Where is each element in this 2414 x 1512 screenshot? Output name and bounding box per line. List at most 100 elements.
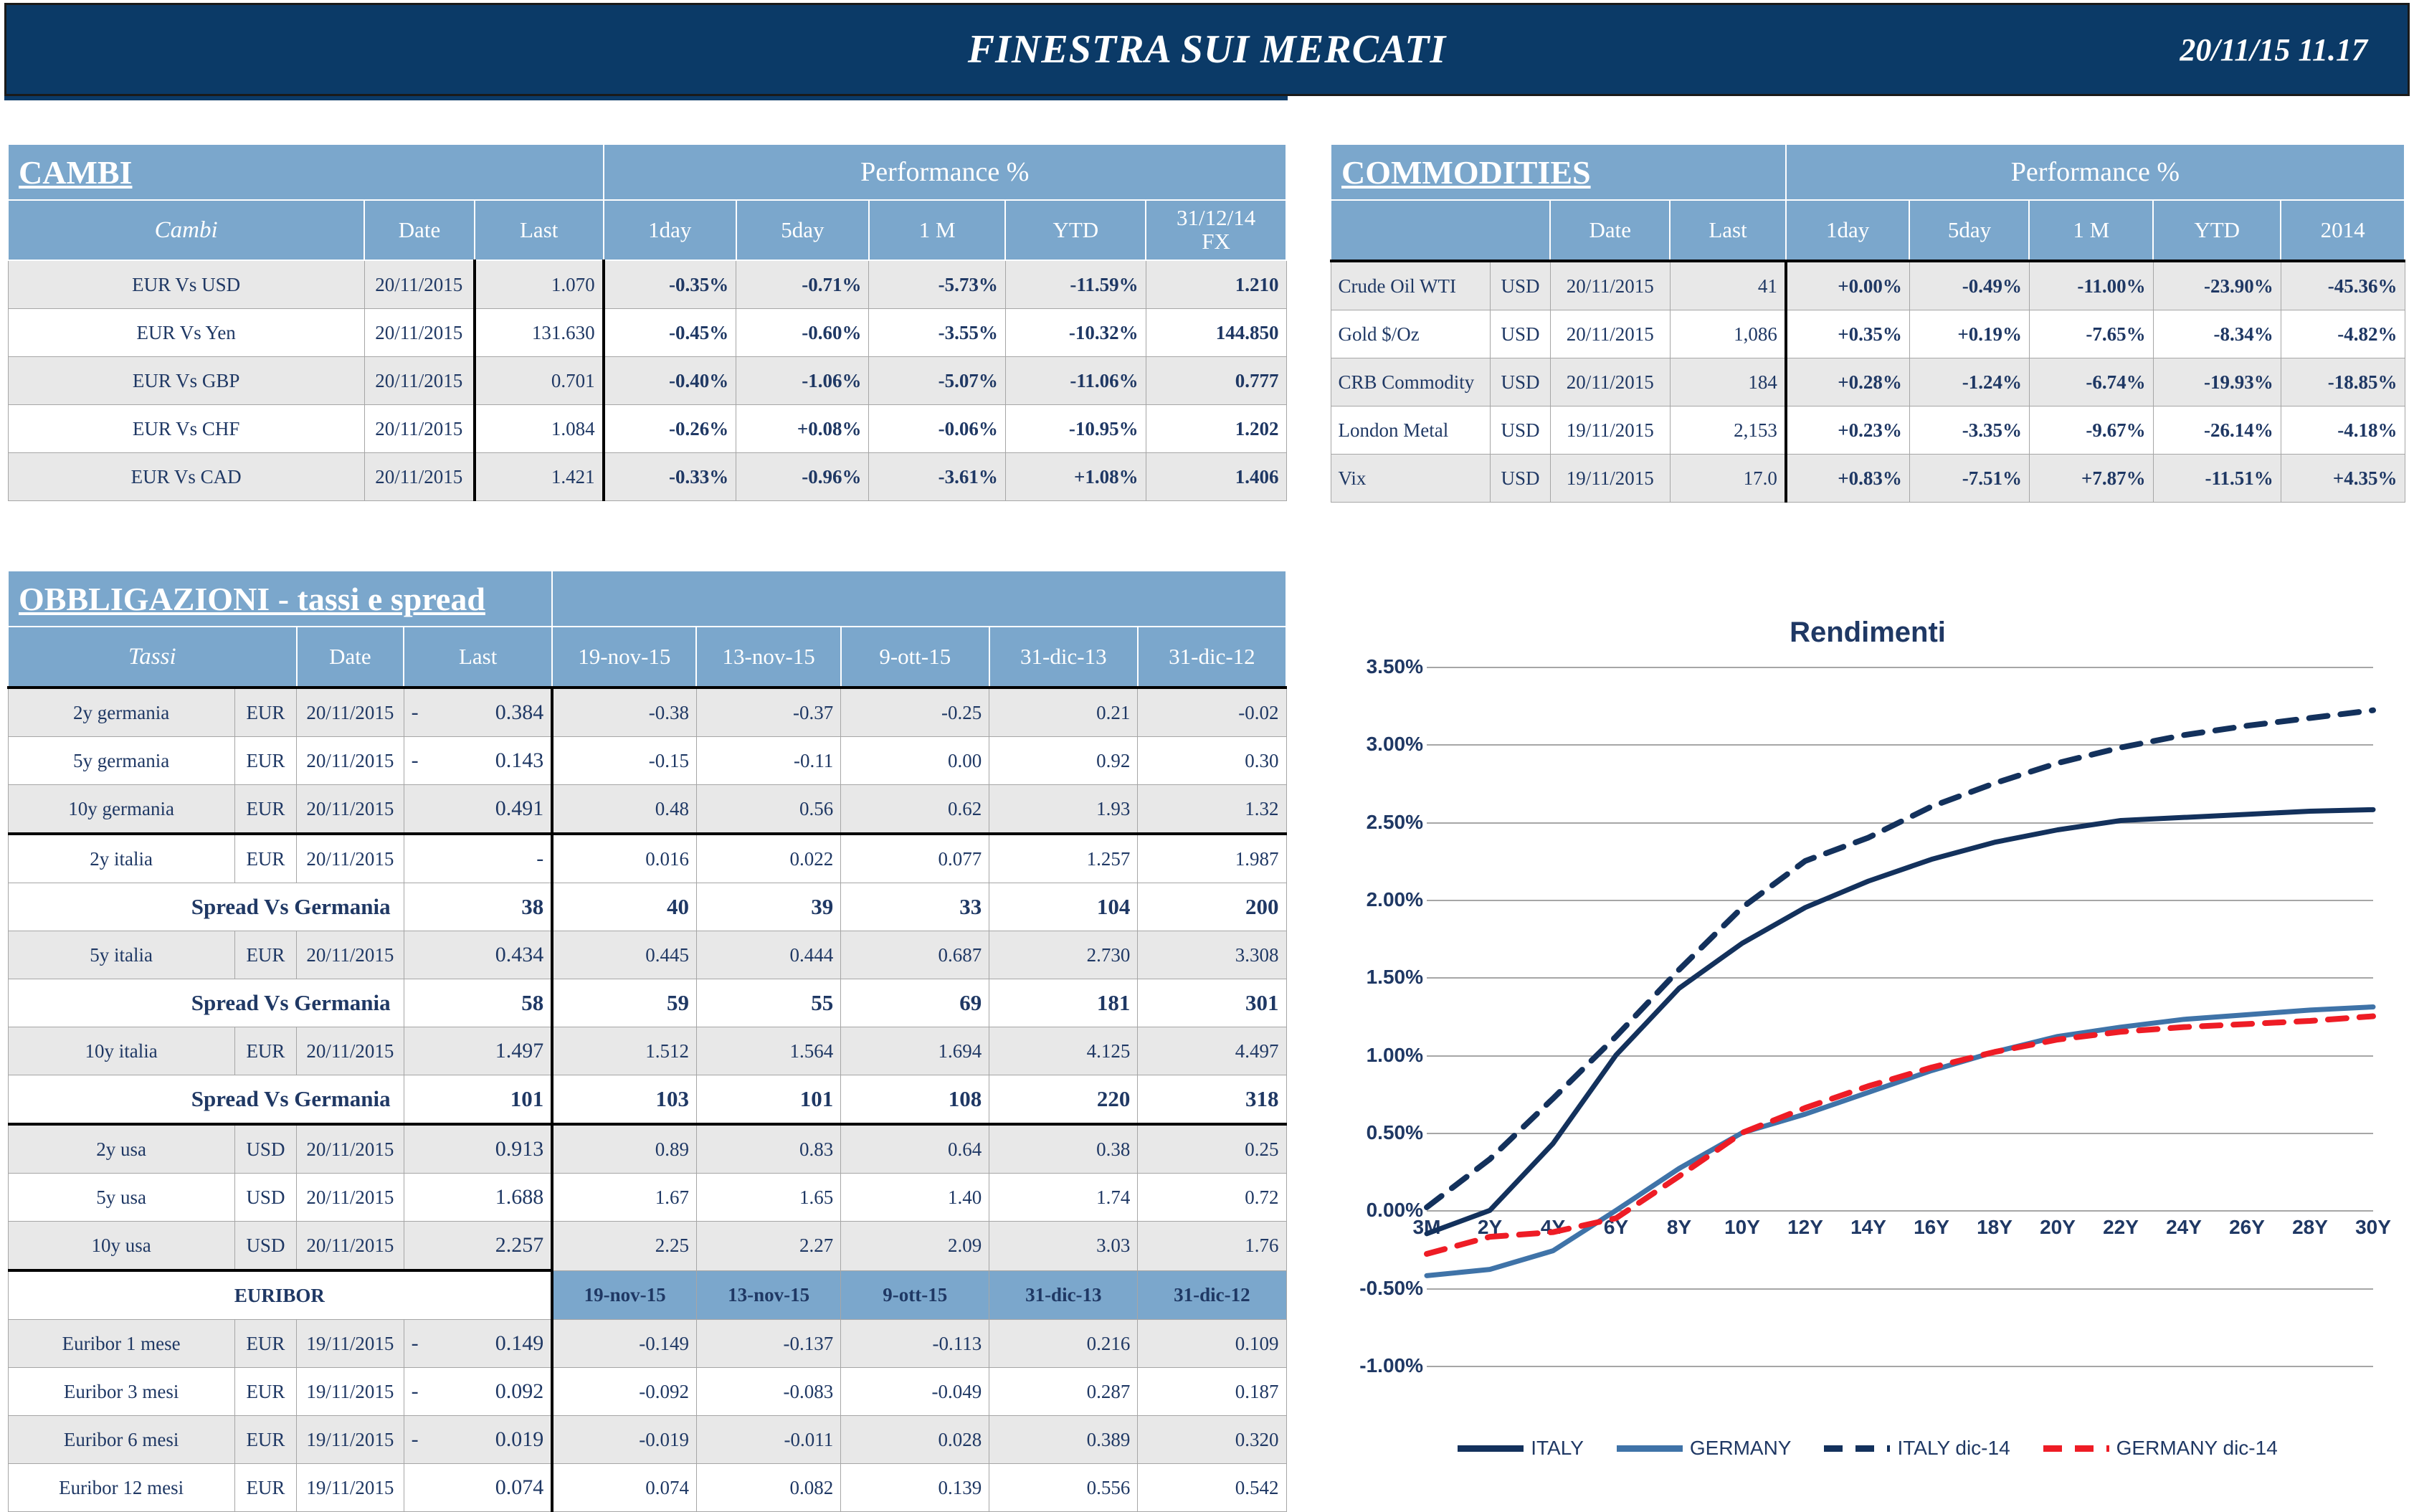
- y-axis-tick-label: 0.00%: [1366, 1199, 1423, 1222]
- table-row: EUR Vs CHF 20/11/2015 1.084 -0.26% +0.08% -0.…: [7, 404, 1287, 453]
- euribor-c1: -0.149: [551, 1319, 697, 1368]
- spread-c5: 200: [1137, 883, 1287, 931]
- commodity-perf-m1: -9.67%: [2028, 406, 2154, 455]
- cambi-last: 131.630: [472, 308, 604, 357]
- bond-c3: -0.25: [840, 686, 990, 737]
- bond-c1: 0.016: [551, 832, 697, 883]
- commodities-section-title: COMMODITIES: [1330, 143, 1787, 201]
- cambi-title-row: CAMBI Performance %: [7, 143, 1288, 201]
- bond-c4: 4.125: [989, 1027, 1139, 1075]
- commodity-date: 20/11/2015: [1549, 310, 1671, 358]
- header-underline-rule: [4, 96, 1288, 100]
- x-axis-tick-label: 14Y: [1850, 1216, 1886, 1239]
- bond-last: 2.257: [403, 1221, 553, 1271]
- commodities-table: COMMODITIES Performance % Date Last 1day 5day…: [1329, 143, 2406, 503]
- euribor-last: 0.074: [403, 1463, 553, 1512]
- column-header-tassi: Tassi: [7, 626, 298, 688]
- cambi-last: 1.070: [472, 260, 604, 309]
- commodities-performance-title: Performance %: [1785, 143, 2406, 201]
- bond-c2: 0.83: [695, 1123, 842, 1174]
- bond-c5: 1.32: [1137, 784, 1287, 835]
- x-axis-tick-label: 18Y: [1977, 1216, 2013, 1239]
- bond-c5: 0.25: [1137, 1123, 1287, 1174]
- bond-c3: 2.09: [840, 1221, 990, 1271]
- commodity-perf-y2014: -45.36%: [2280, 260, 2405, 310]
- euribor-column-header-13-nov-15: 13-nov-15: [695, 1270, 842, 1320]
- cambi-pair-name: EUR Vs CHF: [7, 404, 365, 453]
- cambi-perf-d5: -1.06%: [736, 356, 870, 405]
- commodity-currency: USD: [1490, 454, 1551, 503]
- bond-c1: 1.67: [551, 1173, 697, 1222]
- commodity-perf-d1: +0.23%: [1784, 406, 1910, 455]
- bond-minus-sign: -: [411, 748, 419, 772]
- column-header-fx-date: 31/12/14: [1176, 205, 1256, 231]
- y-axis-tick-label: -1.00%: [1359, 1354, 1423, 1377]
- spread-c3: 108: [840, 1075, 990, 1125]
- bond-c5: -0.02: [1137, 686, 1287, 737]
- legend-label: GERMANY dic-14: [2116, 1437, 2278, 1459]
- column-header-last: Last: [403, 626, 553, 688]
- rendimenti-chart-panel: Rendimenti 3.50% 3.00% 2.50% 2.00% 1.50% 1.00…: [1326, 581, 2409, 1470]
- column-header-5day: 5day: [1909, 199, 2030, 262]
- spread-c5: 301: [1137, 979, 1287, 1027]
- spread-last: 101: [403, 1075, 553, 1125]
- euribor-minus-sign: -: [411, 1427, 419, 1451]
- bond-c2: 0.444: [695, 931, 842, 979]
- bond-c3: 0.077: [840, 832, 990, 883]
- bond-date: 20/11/2015: [296, 686, 404, 737]
- column-header-1day: 1day: [1785, 199, 1911, 262]
- commodity-perf-d1: +0.00%: [1784, 260, 1910, 310]
- y-axis-tick-label: 1.50%: [1366, 966, 1423, 989]
- euribor-date: 19/11/2015: [296, 1319, 404, 1368]
- bond-last-value: 1.688: [495, 1185, 544, 1209]
- chart-line-italy-dic-14: [1424, 707, 2376, 1210]
- euribor-column-header-31-dic-13: 31-dic-13: [989, 1270, 1139, 1320]
- commodity-perf-y2014: -18.85%: [2280, 358, 2405, 406]
- obbligazioni-section-title: OBBLIGAZIONI - tassi e spread: [6, 570, 553, 627]
- bond-c3: 0.64: [840, 1123, 990, 1174]
- bond-minus-sign: -: [411, 700, 419, 724]
- bond-last-value: 0.491: [495, 797, 544, 820]
- cambi-perf-d1: -0.35%: [602, 260, 737, 309]
- bond-date: 20/11/2015: [296, 1027, 404, 1075]
- obbligazioni-panel: OBBLIGAZIONI - tassi e spread Tassi Date La…: [6, 570, 1288, 1512]
- euribor-c4: 0.216: [989, 1319, 1139, 1368]
- bond-c5: 0.30: [1137, 736, 1287, 785]
- column-header-fx: 31/12/14 FX: [1145, 199, 1287, 261]
- column-header-blank-name: [1329, 199, 1551, 262]
- x-axis-tick-label: 12Y: [1787, 1216, 1823, 1239]
- bond-currency: USD: [234, 1221, 298, 1271]
- bond-name: 2y germania: [7, 686, 235, 737]
- table-row: Vix USD 19/11/2015 17.0 +0.83% -7.51% +7.87% -1…: [1330, 454, 2405, 503]
- spread-c2: 39: [695, 883, 842, 931]
- x-axis-tick-label: 22Y: [2103, 1216, 2139, 1239]
- bond-last: 0.491: [403, 784, 553, 835]
- euribor-column-header-19-nov-15: 19-nov-15: [551, 1270, 697, 1320]
- header-timestamp: 20/11/15 11.17: [2180, 32, 2367, 67]
- commodity-perf-d5: -1.24%: [1909, 358, 2030, 406]
- table-row: London Metal USD 19/11/2015 2,153 +0.23% -3.3…: [1330, 406, 2405, 455]
- euribor-name: Euribor 12 mesi: [7, 1463, 235, 1512]
- cambi-perf-d5: -0.71%: [736, 260, 870, 309]
- cambi-perf-d5: -0.60%: [736, 308, 870, 357]
- bond-c1: 0.89: [551, 1123, 697, 1174]
- spread-last: 58: [403, 979, 553, 1027]
- commodity-perf-y2014: -4.82%: [2280, 310, 2405, 358]
- bond-c4: 3.03: [989, 1221, 1139, 1271]
- gridline: [1427, 744, 2373, 746]
- table-row: Crude Oil WTI USD 20/11/2015 41 +0.00% -0.49%…: [1330, 260, 2405, 310]
- euribor-name: Euribor 6 mesi: [7, 1415, 235, 1464]
- bond-currency: EUR: [234, 686, 298, 737]
- bond-c3: 1.40: [840, 1173, 990, 1222]
- euribor-currency: EUR: [234, 1367, 298, 1416]
- legend-label: ITALY: [1531, 1437, 1584, 1459]
- cambi-pair-name: EUR Vs CAD: [7, 452, 365, 501]
- bond-c5: 1.987: [1137, 832, 1287, 883]
- cambi-perf-d1: -0.33%: [602, 452, 737, 501]
- euribor-c3: -0.113: [840, 1319, 990, 1368]
- bond-c2: 1.65: [695, 1173, 842, 1222]
- x-axis-tick-label: 16Y: [1914, 1216, 1949, 1239]
- euribor-c5: 0.109: [1137, 1319, 1287, 1368]
- commodity-perf-d5: -7.51%: [1909, 454, 2030, 503]
- legend-label: ITALY dic-14: [1897, 1437, 2010, 1459]
